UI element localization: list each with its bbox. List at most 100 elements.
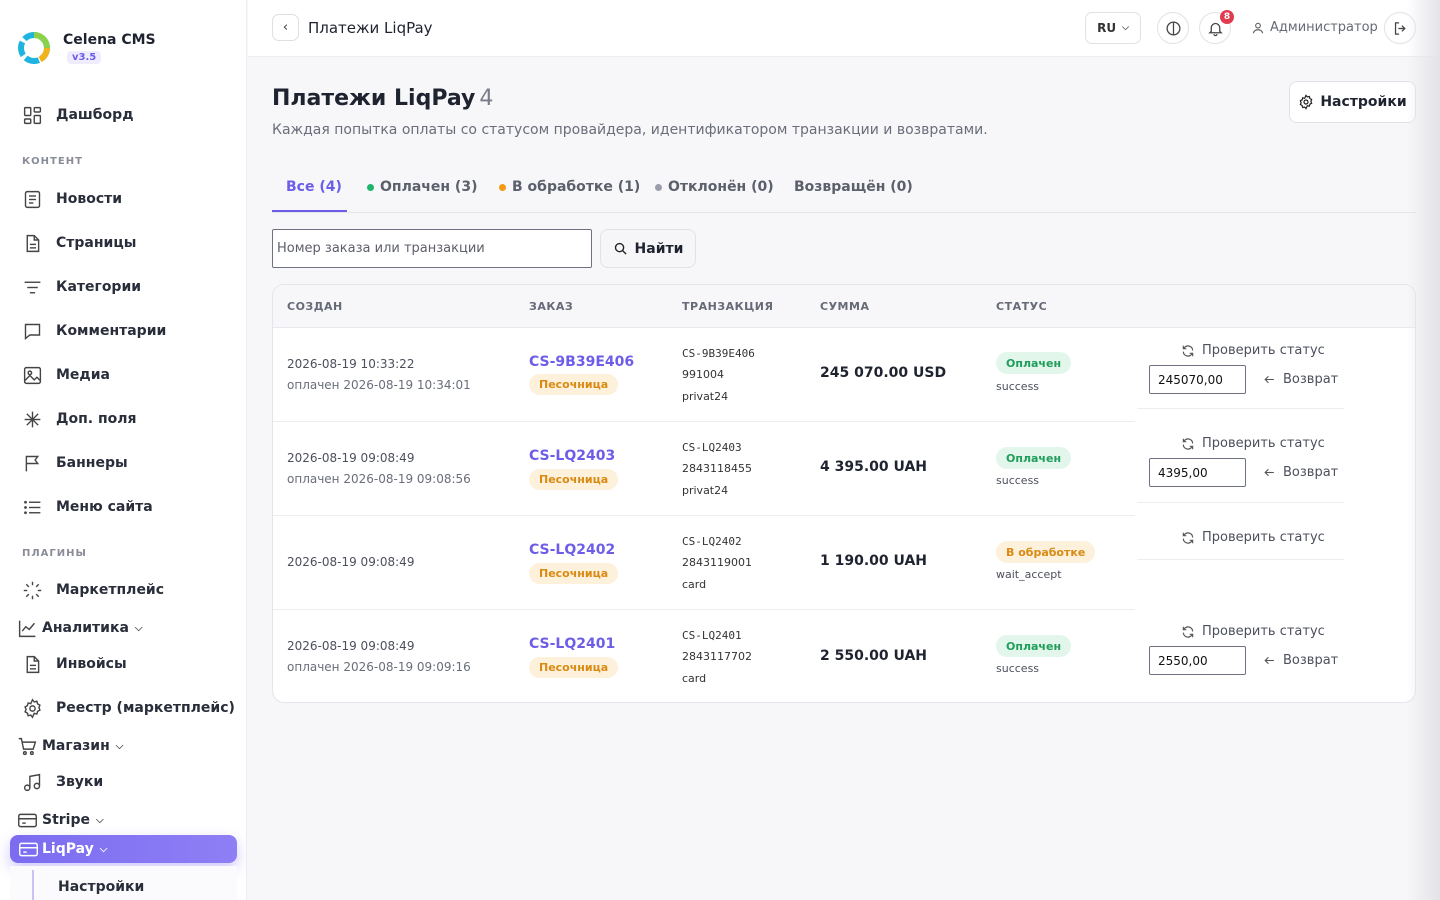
tab-paid[interactable]: Оплачен (3) — [367, 179, 477, 195]
music-note-icon — [23, 773, 41, 791]
refund-amount-input[interactable] — [1149, 365, 1246, 394]
chevron-down-icon: ⌵ — [134, 622, 143, 634]
topbar: ‹ Платежи LiqPay RU ⌵ 8 Администратор — [248, 0, 1440, 57]
sidebar-item-media[interactable]: Медиа — [22, 363, 110, 387]
refund-button[interactable]: Возврат — [1263, 465, 1338, 480]
sidebar-item-shop[interactable]: Магазин ⌵ — [17, 734, 123, 758]
check-status-button[interactable]: Проверить статус — [1181, 343, 1325, 358]
sidebar-subitem-settings[interactable]: Настройки — [58, 879, 145, 895]
sidebar-item-label: Stripe — [42, 812, 90, 828]
sidebar-item-banners[interactable]: Баннеры — [22, 451, 128, 475]
sidebar-item-sounds[interactable]: Звуки — [22, 770, 103, 794]
sidebar-item-label: Баннеры — [56, 455, 128, 471]
tab-label: В обработке (1) — [512, 179, 641, 195]
transaction-id: 2843118455 — [682, 462, 752, 475]
sidebar-item-label: LiqPay — [42, 841, 94, 857]
transaction-method: privat24 — [682, 484, 729, 497]
check-status-button[interactable]: Проверить статус — [1181, 530, 1325, 545]
filter-lines-icon — [24, 281, 41, 293]
user-menu[interactable]: Администратор — [1251, 20, 1378, 35]
order-link[interactable]: CS-LQ2402 — [529, 542, 616, 558]
sidebar-item-pages[interactable]: Страницы — [22, 231, 136, 255]
tab-processing[interactable]: В обработке (1) — [499, 179, 640, 195]
refund-button[interactable]: Возврат — [1263, 372, 1338, 387]
flag-icon — [25, 455, 40, 471]
payment-sum: 1 190.00 UAH — [820, 553, 928, 569]
tab-all[interactable]: Все (4) — [286, 179, 342, 195]
table-row: 2026-08-19 09:08:49 оплачен 2026-08-19 0… — [273, 422, 1415, 516]
transaction-method: privat24 — [682, 390, 729, 403]
sidebar-item-label: Страницы — [56, 235, 137, 251]
sandbox-badge: Песочница — [529, 563, 619, 584]
check-status-button[interactable]: Проверить статус — [1181, 624, 1325, 639]
find-button[interactable]: Найти — [600, 229, 696, 268]
user-icon — [1252, 22, 1264, 33]
sidebar-item-analytics[interactable]: Аналитика ⌵ — [17, 616, 143, 640]
refund-amount-input[interactable] — [1149, 458, 1246, 487]
page-description: Каждая попытка оплаты со статусом провай… — [272, 122, 988, 138]
settings-button[interactable]: Настройки — [1289, 81, 1416, 123]
sidebar-item-label: Маркетплейс — [56, 582, 165, 598]
page-icon — [26, 234, 40, 252]
asterisk-icon — [24, 411, 41, 427]
refund-label: Возврат — [1283, 653, 1339, 668]
theme-toggle-button[interactable] — [1157, 12, 1189, 44]
notifications-badge: 8 — [1220, 10, 1234, 24]
refresh-icon — [1182, 531, 1194, 544]
sidebar-item-site-menu[interactable]: Меню сайта — [22, 495, 153, 519]
sidebar-item-news[interactable]: Новости — [22, 187, 122, 211]
sidebar-item-label: Доп. поля — [56, 411, 137, 427]
action-divider — [1137, 559, 1344, 560]
page-count: 4 — [479, 86, 494, 111]
sidebar-item-comments[interactable]: Комментарии — [22, 319, 166, 343]
status-badge: Оплачен — [996, 635, 1072, 657]
chevron-down-icon: ⌵ — [99, 843, 108, 855]
tab-label: Все (4) — [286, 179, 342, 195]
sidebar-item-marketplace[interactable]: Маркетплейс — [22, 578, 164, 602]
sidebar-item-registry[interactable]: Реестр (маркетплейс) — [22, 696, 235, 720]
refund-label: Возврат — [1283, 372, 1339, 387]
tab-refunded[interactable]: Возвращён (0) — [794, 179, 913, 195]
celena-logo-icon — [18, 32, 50, 64]
sandbox-badge: Песочница — [529, 657, 619, 678]
sidebar-item-invoices[interactable]: Инвойсы — [22, 652, 127, 676]
status-code: wait_accept — [996, 568, 1062, 581]
row-divider — [273, 515, 1135, 516]
tab-declined[interactable]: Отклонён (0) — [655, 179, 774, 195]
sidebar-item-categories[interactable]: Категории — [22, 275, 141, 299]
row-divider — [273, 421, 1135, 422]
row-divider — [273, 609, 1135, 610]
order-link[interactable]: CS-LQ2403 — [529, 448, 616, 464]
table-row: 2026-08-19 09:08:49 CS-LQ2402 Песочница … — [273, 516, 1415, 610]
language-select[interactable]: RU ⌵ — [1085, 12, 1141, 44]
back-button[interactable]: ‹ — [272, 14, 299, 41]
table-header: СОЗДАН ЗАКАЗ ТРАНЗАКЦИЯ СУММА СТАТУС — [273, 285, 1415, 328]
order-link[interactable]: CS-LQ2401 — [529, 636, 616, 652]
sidebar-item-dashboard[interactable]: Дашборд — [22, 103, 134, 127]
sidebar-item-label: Реестр (маркетплейс) — [56, 700, 235, 716]
sidebar: Celena CMS v3.5 Дашборд КОНТЕНТ Новости … — [0, 0, 247, 900]
status-badge: Оплачен — [996, 352, 1072, 374]
action-divider — [1137, 502, 1344, 503]
page-title: Платежи LiqPay 4 — [272, 86, 493, 111]
status-code: success — [996, 662, 1040, 675]
refund-amount-input[interactable] — [1149, 646, 1246, 675]
bell-icon — [1207, 22, 1223, 36]
refund-label: Возврат — [1283, 465, 1339, 480]
transaction-id: 991004 — [682, 368, 724, 381]
order-link[interactable]: CS-9B39E406 — [529, 354, 635, 370]
sidebar-item-liqpay[interactable]: LiqPay ⌵ — [10, 835, 237, 863]
notifications-button[interactable]: 8 — [1199, 10, 1234, 44]
image-icon — [23, 366, 42, 384]
news-icon — [24, 190, 41, 208]
brand-name: Celena CMS — [63, 32, 156, 48]
brand[interactable]: Celena CMS v3.5 — [16, 30, 156, 66]
tab-label: Отклонён (0) — [668, 179, 774, 195]
check-status-button[interactable]: Проверить статус — [1181, 436, 1325, 451]
created-date: 2026-08-19 09:08:49 — [287, 639, 415, 653]
refund-button[interactable]: Возврат — [1263, 653, 1338, 668]
table-row: 2026-08-19 10:33:22 оплачен 2026-08-19 1… — [273, 328, 1415, 422]
search-input[interactable] — [272, 229, 592, 268]
sidebar-item-stripe[interactable]: Stripe ⌵ — [17, 808, 104, 832]
sidebar-item-extra-fields[interactable]: Доп. поля — [22, 407, 137, 431]
